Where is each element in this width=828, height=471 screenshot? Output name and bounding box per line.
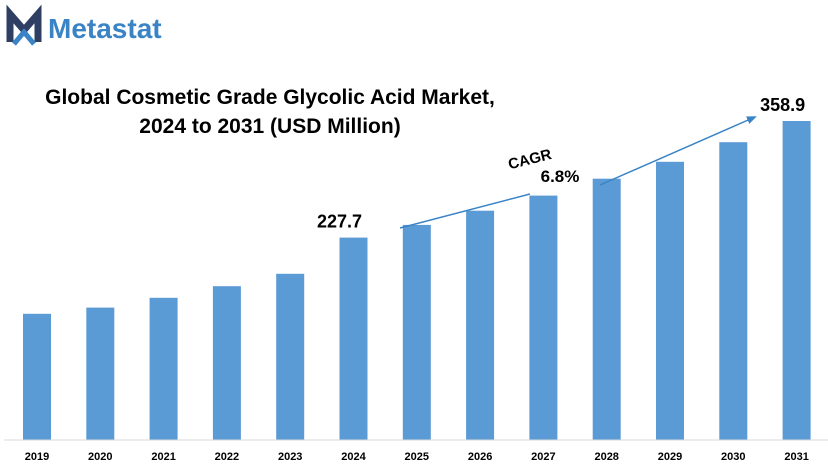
bar-2031 bbox=[782, 121, 811, 440]
x-tick-label-2031: 2031 bbox=[784, 451, 808, 463]
cagr-arrow-head bbox=[599, 116, 757, 186]
bar-2023 bbox=[276, 273, 305, 440]
x-tick-label-2026: 2026 bbox=[468, 451, 492, 463]
metastat-logo-icon bbox=[6, 4, 42, 46]
bars-group bbox=[23, 121, 811, 441]
x-tick-label-2024: 2024 bbox=[341, 451, 366, 463]
cagr-arrow bbox=[399, 193, 531, 229]
x-tick-label-2023: 2023 bbox=[278, 451, 302, 463]
x-axis-labels: 2019 2020 2021 2022 2023 2024 2025 2026 2027 2028… bbox=[25, 451, 809, 463]
bar-2028 bbox=[592, 178, 621, 440]
x-tick-label-2021: 2021 bbox=[151, 451, 175, 463]
cagr-annotation: CAGR 6.8% bbox=[399, 116, 757, 229]
x-tick-label-2019: 2019 bbox=[25, 451, 49, 463]
cagr-value: 6.8% bbox=[541, 167, 580, 186]
chart-title: Global Cosmetic Grade Glycolic Acid Mark… bbox=[45, 86, 495, 109]
data-labels: 227.7 358.9 bbox=[317, 95, 805, 232]
bar-2024 bbox=[339, 237, 368, 440]
bar-2027 bbox=[529, 195, 558, 440]
bar-2020 bbox=[86, 307, 115, 440]
x-tick-label-2025: 2025 bbox=[405, 451, 429, 463]
x-tick-label-2030: 2030 bbox=[721, 451, 745, 463]
bar-2019 bbox=[23, 313, 51, 440]
x-tick-label-2027: 2027 bbox=[531, 451, 555, 463]
bar-2021 bbox=[149, 297, 178, 440]
data-label-2024: 227.7 bbox=[317, 212, 362, 232]
x-tick-label-2020: 2020 bbox=[88, 451, 112, 463]
x-tick-label-2022: 2022 bbox=[215, 451, 239, 463]
chart-subtitle: 2024 to 2031 (USD Million) bbox=[139, 115, 400, 138]
bar-2029 bbox=[656, 161, 684, 441]
brand-name: Metastat bbox=[48, 13, 162, 44]
bar-2022 bbox=[212, 286, 241, 440]
bar-2025 bbox=[402, 224, 431, 440]
x-tick-label-2028: 2028 bbox=[594, 451, 618, 463]
brand-logo: Metastat bbox=[6, 4, 162, 46]
data-label-2031: 358.9 bbox=[760, 95, 805, 115]
x-tick-label-2029: 2029 bbox=[658, 451, 682, 463]
bar-2030 bbox=[719, 142, 748, 440]
bar-2026 bbox=[466, 210, 495, 440]
